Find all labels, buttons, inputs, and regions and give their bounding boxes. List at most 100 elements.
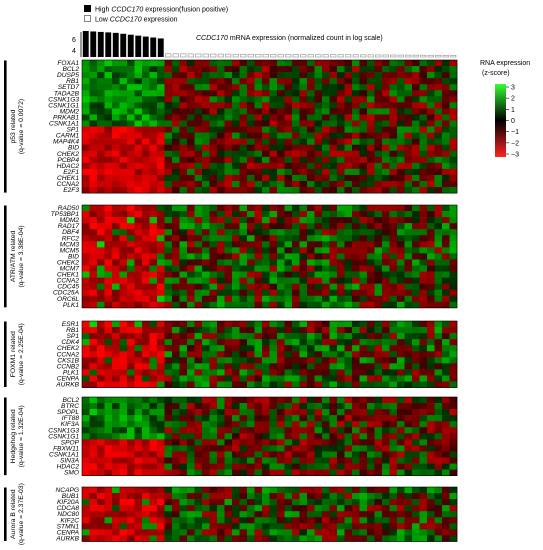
heatmap-cell bbox=[359, 265, 368, 272]
heatmap-cell bbox=[262, 66, 270, 73]
heatmap-cell bbox=[367, 505, 375, 512]
heatmap-cell bbox=[142, 138, 150, 145]
heatmap-cell bbox=[127, 327, 135, 334]
heatmap-cell bbox=[209, 403, 218, 410]
heatmap-cell bbox=[97, 487, 105, 494]
heatmap-cell bbox=[82, 451, 90, 458]
heatmap-cell bbox=[194, 295, 203, 303]
heatmap-cell bbox=[119, 439, 128, 446]
heatmap-cell bbox=[329, 375, 338, 382]
heatmap-cell bbox=[247, 339, 255, 346]
heatmap-cell bbox=[164, 493, 173, 500]
heatmap-cell bbox=[194, 84, 203, 91]
heatmap-cell bbox=[119, 96, 128, 103]
heatmap-cell bbox=[359, 271, 368, 278]
heatmap-cell bbox=[337, 205, 345, 212]
heatmap-cell bbox=[247, 156, 255, 164]
heatmap-cell bbox=[419, 535, 428, 542]
low-legend-swatch bbox=[84, 15, 91, 22]
block-label: Aurora B related bbox=[10, 489, 17, 539]
heatmap-cell bbox=[112, 457, 120, 464]
heatmap-cell bbox=[262, 150, 270, 158]
heatmap-cell bbox=[134, 363, 143, 370]
heatmap-cell bbox=[97, 259, 105, 266]
heatmap-cell bbox=[419, 339, 428, 346]
heatmap-cell bbox=[412, 321, 420, 328]
heatmap-cell bbox=[277, 421, 285, 428]
heatmap-cell bbox=[337, 409, 345, 416]
heatmap-cell bbox=[149, 451, 158, 458]
colorbar-tick-label: 1 bbox=[511, 107, 515, 114]
heatmap-cell bbox=[427, 469, 435, 476]
heatmap-cell bbox=[299, 535, 308, 542]
heatmap-cell bbox=[434, 156, 443, 164]
heatmap-cell bbox=[419, 259, 428, 266]
heatmap-cell bbox=[149, 363, 158, 370]
heatmap-cell bbox=[224, 301, 233, 309]
heatmap-cell bbox=[172, 223, 180, 230]
heatmap-cell bbox=[194, 511, 203, 518]
heatmap-cell bbox=[134, 433, 143, 440]
heatmap-cell bbox=[367, 138, 375, 145]
heatmap-cell bbox=[427, 253, 435, 260]
heatmap-cell bbox=[224, 505, 233, 512]
heatmap-cell bbox=[404, 397, 413, 404]
heatmap-cell bbox=[397, 321, 405, 328]
heatmap-cell bbox=[164, 375, 173, 382]
heatmap-cell bbox=[157, 457, 165, 464]
heatmap-cell bbox=[262, 187, 270, 194]
heatmap-cell bbox=[247, 223, 255, 230]
heatmap-cell bbox=[262, 333, 270, 340]
heatmap-cell bbox=[149, 339, 158, 346]
heatmap-cell bbox=[337, 114, 345, 121]
heatmap-cell bbox=[427, 499, 435, 506]
mrna-bar-high bbox=[112, 32, 119, 57]
heatmap-cell bbox=[442, 277, 450, 284]
heatmap-cell bbox=[179, 469, 188, 476]
heatmap-cell bbox=[187, 369, 195, 376]
heatmap-cell bbox=[404, 187, 413, 194]
heatmap-cell bbox=[284, 523, 293, 530]
heatmap-cell bbox=[427, 487, 435, 494]
heatmap-cell bbox=[367, 144, 375, 152]
heatmap-cell bbox=[254, 108, 263, 115]
heatmap-cell bbox=[329, 289, 338, 297]
heatmap-cell bbox=[314, 96, 323, 103]
heatmap-cell bbox=[232, 403, 240, 410]
heatmap-cell bbox=[299, 517, 308, 524]
heatmap-cell bbox=[352, 132, 360, 139]
heatmap-cell bbox=[172, 253, 180, 260]
heatmap-cell bbox=[262, 174, 270, 182]
heatmap-cell bbox=[97, 499, 105, 506]
heatmap-cell bbox=[329, 108, 338, 115]
heatmap-cell bbox=[404, 181, 413, 188]
heatmap-cell bbox=[412, 126, 420, 133]
heatmap-cell bbox=[224, 223, 233, 230]
heatmap-cell bbox=[412, 511, 420, 518]
heatmap-cell bbox=[224, 126, 233, 133]
heatmap-cell bbox=[254, 90, 263, 97]
heatmap-cell bbox=[344, 351, 353, 358]
heatmap-cell bbox=[352, 351, 360, 358]
heatmap-cell bbox=[247, 375, 255, 382]
heatmap-cell bbox=[224, 409, 233, 416]
heatmap-cell bbox=[434, 96, 443, 103]
heatmap-cell bbox=[397, 241, 405, 248]
heatmap-cell bbox=[277, 187, 285, 194]
heatmap-cell bbox=[314, 211, 323, 218]
block-label: ATR/ATM related bbox=[10, 230, 17, 282]
heatmap-cell bbox=[239, 415, 248, 422]
heatmap-cell bbox=[247, 381, 255, 388]
heatmap-cell bbox=[277, 381, 285, 388]
heatmap-cell bbox=[224, 78, 233, 85]
heatmap-cell bbox=[224, 363, 233, 370]
heatmap-cell bbox=[262, 126, 270, 133]
heatmap-cell bbox=[314, 327, 323, 334]
heatmap-cell bbox=[254, 223, 263, 230]
heatmap-cell bbox=[119, 403, 128, 410]
heatmap-cell bbox=[367, 339, 375, 346]
heatmap-cell bbox=[427, 289, 435, 297]
heatmap-cell bbox=[284, 439, 293, 446]
heatmap-cell bbox=[97, 120, 105, 127]
heatmap-cell bbox=[374, 96, 383, 103]
